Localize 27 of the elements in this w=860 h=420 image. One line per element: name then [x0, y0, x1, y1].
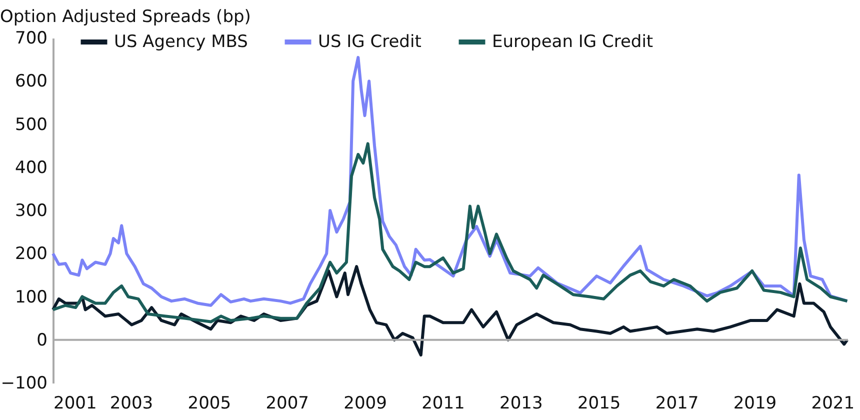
- line-series: [52, 142, 849, 324]
- line-series: [52, 265, 849, 356]
- y-tick-label: 500: [15, 114, 48, 135]
- line-series: [52, 56, 849, 307]
- chart-title: Option Adjusted Spreads (bp): [0, 7, 251, 27]
- x-tick-label: 2001: [54, 394, 97, 414]
- x-tick-label: 2003: [110, 394, 154, 414]
- x-tick-label: 2009: [344, 394, 387, 414]
- x-tick-label: 2011: [422, 394, 465, 414]
- x-tick-label: 2015: [577, 394, 621, 414]
- legend-label: US Agency MBS: [114, 32, 248, 52]
- y-tick-label: 200: [15, 244, 48, 264]
- x-tick-label: 2013: [500, 394, 543, 414]
- x-tick-label: 2017: [655, 394, 699, 414]
- x-tick-label: 2019: [733, 394, 777, 414]
- y-tick-label: 400: [15, 158, 48, 178]
- y-tick-label: 100: [15, 287, 48, 308]
- legend-label: US IG Credit: [318, 32, 422, 52]
- x-tick-label: 2005: [188, 394, 232, 414]
- y-tick-label: 0: [36, 330, 48, 350]
- x-tick-label: 2021: [811, 394, 855, 414]
- y-tick-label: −100: [0, 374, 48, 394]
- x-tick-label: 2007: [266, 394, 309, 414]
- y-tick-label: 700: [15, 28, 48, 48]
- y-tick-label: 300: [15, 201, 48, 221]
- y-tick-label: 600: [15, 72, 48, 92]
- legend-label: European IG Credit: [492, 32, 654, 52]
